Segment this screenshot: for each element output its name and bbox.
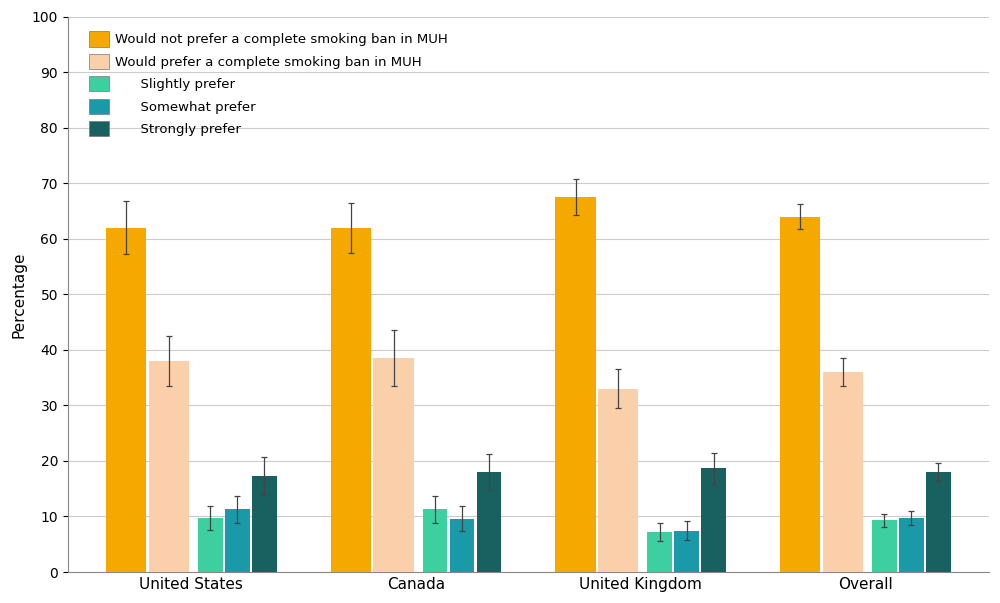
Bar — [926, 472, 951, 572]
Bar — [899, 518, 924, 572]
Bar — [450, 519, 474, 572]
Bar — [477, 472, 501, 572]
Bar — [701, 468, 726, 572]
Bar — [331, 228, 371, 572]
Bar — [373, 358, 414, 572]
Bar — [647, 532, 672, 572]
Bar — [198, 518, 223, 572]
Bar — [780, 216, 820, 572]
Bar — [252, 476, 277, 572]
Bar — [423, 510, 447, 572]
Bar — [106, 228, 146, 572]
Bar — [555, 197, 596, 572]
Bar — [225, 510, 250, 572]
Bar — [674, 531, 699, 572]
Legend: Would not prefer a complete smoking ban in MUH, Would prefer a complete smoking : Would not prefer a complete smoking ban … — [84, 26, 453, 142]
Bar — [149, 361, 189, 572]
Bar — [598, 389, 638, 572]
Bar — [823, 372, 863, 572]
Y-axis label: Percentage: Percentage — [11, 251, 26, 338]
Bar — [872, 520, 897, 572]
